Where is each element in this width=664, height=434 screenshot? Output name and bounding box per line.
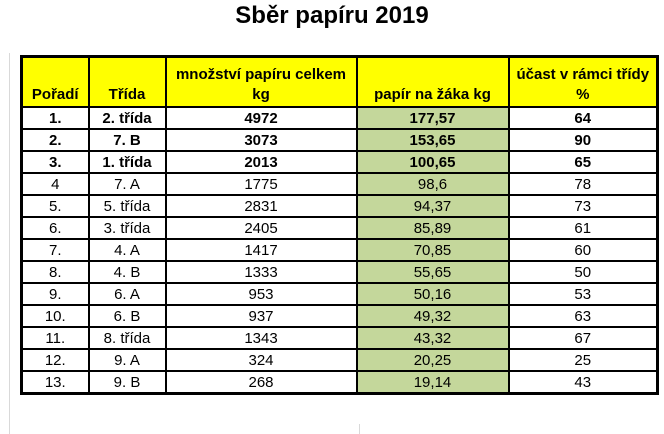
cell-rank: 13. (20, 370, 90, 395)
column-header-line: Třída (108, 85, 146, 103)
cell-rank: 1. (20, 106, 90, 130)
table-body: 1. 2. třída 4972 177,57 64 2. 7. B 3073 153,65 90… (20, 106, 659, 395)
cell-per_pupil_kg: 55,65 (355, 260, 510, 284)
cell-class: 9. B (87, 370, 167, 395)
cell-participation_pct: 67 (507, 326, 659, 350)
cell-class: 3. třída (87, 216, 167, 240)
cell-class: 4. A (87, 238, 167, 262)
page-title: Sběr papíru 2019 (235, 2, 429, 29)
table-header-row: Pořadí Třída množství papíru celkem kg papír… (20, 55, 659, 108)
cell-rank: 6. (20, 216, 90, 240)
cell-per_pupil_kg: 49,32 (355, 304, 510, 328)
table-row: 11. 8. třída 1343 43,32 67 (20, 326, 659, 350)
cell-rank: 5. (20, 194, 90, 218)
cell-per_pupil_kg: 20,25 (355, 348, 510, 372)
table-row: 5. 5. třída 2831 94,37 73 (20, 194, 659, 218)
table-row: 2. 7. B 3073 153,65 90 (20, 128, 659, 152)
column-header-line: Pořadí (31, 85, 79, 103)
cell-class: 6. A (87, 282, 167, 306)
cell-class: 4. B (87, 260, 167, 284)
cell-class: 7. B (87, 128, 167, 152)
cell-class: 9. A (87, 348, 167, 372)
cell-rank: 11. (20, 326, 90, 350)
table-row: 3. 1. třída 2013 100,65 65 (20, 150, 659, 174)
cell-participation_pct: 43 (507, 370, 659, 395)
column-header-2: množství papíru celkem kg (164, 55, 358, 108)
cell-class: 1. třída (87, 150, 167, 174)
cell-class: 5. třída (87, 194, 167, 218)
table-row: 13. 9. B 268 19,14 43 (20, 370, 659, 395)
table-row: 7. 4. A 1417 70,85 60 (20, 238, 659, 262)
table-row: 1. 2. třída 4972 177,57 64 (20, 106, 659, 130)
cell-rank: 8. (20, 260, 90, 284)
cell-total_kg: 953 (164, 282, 358, 306)
cell-participation_pct: 53 (507, 282, 659, 306)
table-row: 4 7. A 1775 98,6 78 (20, 172, 659, 196)
cell-rank: 10. (20, 304, 90, 328)
cell-participation_pct: 90 (507, 128, 659, 152)
column-header-3: papír na žáka kg (355, 55, 510, 108)
cell-rank: 7. (20, 238, 90, 262)
cell-rank: 12. (20, 348, 90, 372)
cell-per_pupil_kg: 50,16 (355, 282, 510, 306)
cell-per_pupil_kg: 70,85 (355, 238, 510, 262)
spreadsheet-gridline-left (9, 53, 10, 434)
cell-participation_pct: 78 (507, 172, 659, 196)
table-row: 6. 3. třída 2405 85,89 61 (20, 216, 659, 240)
cell-per_pupil_kg: 94,37 (355, 194, 510, 218)
cell-participation_pct: 73 (507, 194, 659, 218)
table-row: 10. 6. B 937 49,32 63 (20, 304, 659, 328)
cell-per_pupil_kg: 98,6 (355, 172, 510, 196)
cell-per_pupil_kg: 153,65 (355, 128, 510, 152)
cell-total_kg: 324 (164, 348, 358, 372)
cell-total_kg: 268 (164, 370, 358, 395)
column-header-1: Třída (87, 55, 167, 108)
cell-class: 6. B (87, 304, 167, 328)
cell-rank: 9. (20, 282, 90, 306)
cell-per_pupil_kg: 177,57 (355, 106, 510, 130)
column-header-4: účast v rámci třídy% (507, 55, 659, 108)
cell-participation_pct: 50 (507, 260, 659, 284)
cell-total_kg: 2831 (164, 194, 358, 218)
spreadsheet-gridline-bottom (359, 424, 360, 434)
cell-total_kg: 2013 (164, 150, 358, 174)
cell-total_kg: 1417 (164, 238, 358, 262)
column-header-line: účast v rámci třídy (516, 66, 650, 83)
cell-total_kg: 2405 (164, 216, 358, 240)
cell-total_kg: 3073 (164, 128, 358, 152)
column-header-0: Pořadí (20, 55, 90, 108)
cell-total_kg: 4972 (164, 106, 358, 130)
cell-per_pupil_kg: 100,65 (355, 150, 510, 174)
cell-participation_pct: 25 (507, 348, 659, 372)
cell-per_pupil_kg: 85,89 (355, 216, 510, 240)
cell-per_pupil_kg: 19,14 (355, 370, 510, 395)
cell-total_kg: 1775 (164, 172, 358, 196)
cell-total_kg: 1343 (164, 326, 358, 350)
column-header-line: papír na žáka kg (374, 85, 491, 103)
table-row: 9. 6. A 953 50,16 53 (20, 282, 659, 306)
cell-total_kg: 1333 (164, 260, 358, 284)
cell-rank: 3. (20, 150, 90, 174)
cell-participation_pct: 65 (507, 150, 659, 174)
cell-class: 8. třída (87, 326, 167, 350)
cell-class: 7. A (87, 172, 167, 196)
cell-rank: 2. (20, 128, 90, 152)
cell-participation_pct: 60 (507, 238, 659, 262)
cell-participation_pct: 64 (507, 106, 659, 130)
table-row: 8. 4. B 1333 55,65 50 (20, 260, 659, 284)
column-header-line: % (576, 85, 590, 103)
cell-participation_pct: 61 (507, 216, 659, 240)
paper-collection-table: Pořadí Třída množství papíru celkem kg papír… (20, 55, 659, 395)
cell-participation_pct: 63 (507, 304, 659, 328)
column-header-line: množství papíru celkem (175, 66, 347, 83)
cell-total_kg: 937 (164, 304, 358, 328)
cell-per_pupil_kg: 43,32 (355, 326, 510, 350)
column-header-line: kg (252, 85, 270, 103)
cell-rank: 4 (20, 172, 90, 196)
cell-class: 2. třída (87, 106, 167, 130)
table-row: 12. 9. A 324 20,25 25 (20, 348, 659, 372)
